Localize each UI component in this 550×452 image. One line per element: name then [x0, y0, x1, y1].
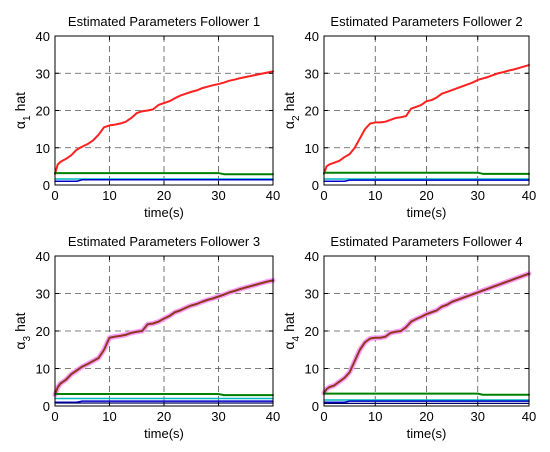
y-axis-label-suffix: hat	[281, 312, 297, 332]
panel-title: Estimated Parameters Follower 4	[330, 234, 522, 249]
y-tick-label: 30	[305, 287, 319, 302]
x-axis-label: time(s)	[144, 426, 184, 441]
series-line-2	[54, 172, 274, 176]
x-tick-label: 10	[102, 188, 116, 203]
x-tick-label: 40	[522, 409, 536, 424]
y-tick-label: 0	[312, 178, 319, 193]
panel-4: 0 10 20 30 40 0 10 20 30 40 Estimated Parameters F…	[281, 234, 536, 441]
y-tick-label: 10	[36, 141, 50, 156]
y-tick-label: 40	[36, 249, 50, 264]
y-tick-label: 0	[43, 399, 50, 414]
series-line-2	[323, 171, 530, 175]
x-axis-label: time(s)	[407, 205, 447, 220]
y-axis-label: α1 hat	[12, 92, 33, 129]
y-axis-label-symbol: α	[12, 121, 28, 129]
x-axis-label: time(s)	[407, 426, 447, 441]
x-tick-label: 10	[368, 188, 382, 203]
y-axis-label-symbol: α	[281, 341, 297, 349]
y-axis-label: α4 hat	[281, 312, 302, 349]
x-tick-label: 40	[266, 188, 280, 203]
x-tick-label: 20	[157, 188, 171, 203]
panel-1: 0 10 20 30 40 0 10 20 30 40 Estimated Parameters F…	[12, 14, 280, 220]
series-line-3	[54, 393, 274, 397]
y-tick-label: 0	[312, 399, 319, 414]
x-tick-label: 0	[320, 409, 327, 424]
y-axis-label: α2 hat	[281, 92, 302, 129]
x-tick-label: 10	[368, 409, 382, 424]
y-axis-label-subscript: 2	[291, 115, 302, 121]
x-tick-label: 20	[157, 409, 171, 424]
x-tick-label: 30	[211, 409, 225, 424]
series-line-5	[54, 400, 274, 403]
y-tick-label: 10	[36, 362, 50, 377]
y-axis-label: α3 hat	[12, 312, 33, 349]
panel-title: Estimated Parameters Follower 1	[68, 14, 260, 29]
panel-title: Estimated Parameters Follower 2	[330, 14, 522, 29]
x-tick-label: 0	[51, 409, 58, 424]
series-line-2	[323, 272, 530, 394]
panel-title: Estimated Parameters Follower 3	[68, 234, 260, 249]
x-tick-label: 30	[471, 188, 485, 203]
x-tick-label: 30	[471, 409, 485, 424]
y-axis-label-suffix: hat	[12, 312, 28, 332]
y-tick-label: 20	[36, 324, 50, 339]
y-tick-label: 20	[305, 324, 319, 339]
y-axis-label-subscript: 3	[22, 335, 33, 341]
series-line-1	[54, 70, 274, 175]
series-line-5	[323, 400, 530, 403]
y-tick-label: 40	[305, 29, 319, 44]
series-line-1	[323, 64, 530, 175]
series-line-3	[323, 392, 530, 396]
y-tick-label: 30	[36, 66, 50, 81]
y-axis-label-subscript: 1	[22, 115, 33, 121]
series-line-2	[54, 279, 274, 396]
y-axis-label-symbol: α	[281, 121, 297, 129]
x-tick-label: 0	[51, 188, 58, 203]
x-tick-label: 0	[320, 188, 327, 203]
y-axis-label-symbol: α	[12, 341, 28, 349]
y-axis-label-suffix: hat	[12, 92, 28, 112]
y-axis-label-subscript: 4	[291, 335, 302, 341]
y-tick-label: 10	[305, 362, 319, 377]
x-tick-label: 20	[419, 409, 433, 424]
x-tick-label: 40	[522, 188, 536, 203]
x-tick-label: 30	[211, 188, 225, 203]
y-tick-label: 40	[36, 29, 50, 44]
x-tick-label: 40	[266, 409, 280, 424]
x-axis-label: time(s)	[144, 205, 184, 220]
x-tick-label: 20	[419, 188, 433, 203]
series-line-4	[323, 179, 530, 183]
y-tick-label: 40	[305, 249, 319, 264]
y-axis-label-suffix: hat	[281, 92, 297, 112]
series-line-4	[54, 179, 274, 183]
y-tick-label: 30	[305, 66, 319, 81]
y-tick-label: 10	[305, 141, 319, 156]
y-tick-label: 30	[36, 287, 50, 302]
x-tick-label: 10	[102, 409, 116, 424]
panel-2: 0 10 20 30 40 0 10 20 30 40 Estimated Parameters F…	[281, 14, 536, 220]
y-tick-label: 0	[43, 178, 50, 193]
panel-3: 0 10 20 30 40 0 10 20 30 40 Estimated Parameters F…	[12, 234, 280, 441]
y-tick-label: 20	[36, 104, 50, 119]
y-tick-label: 20	[305, 104, 319, 119]
